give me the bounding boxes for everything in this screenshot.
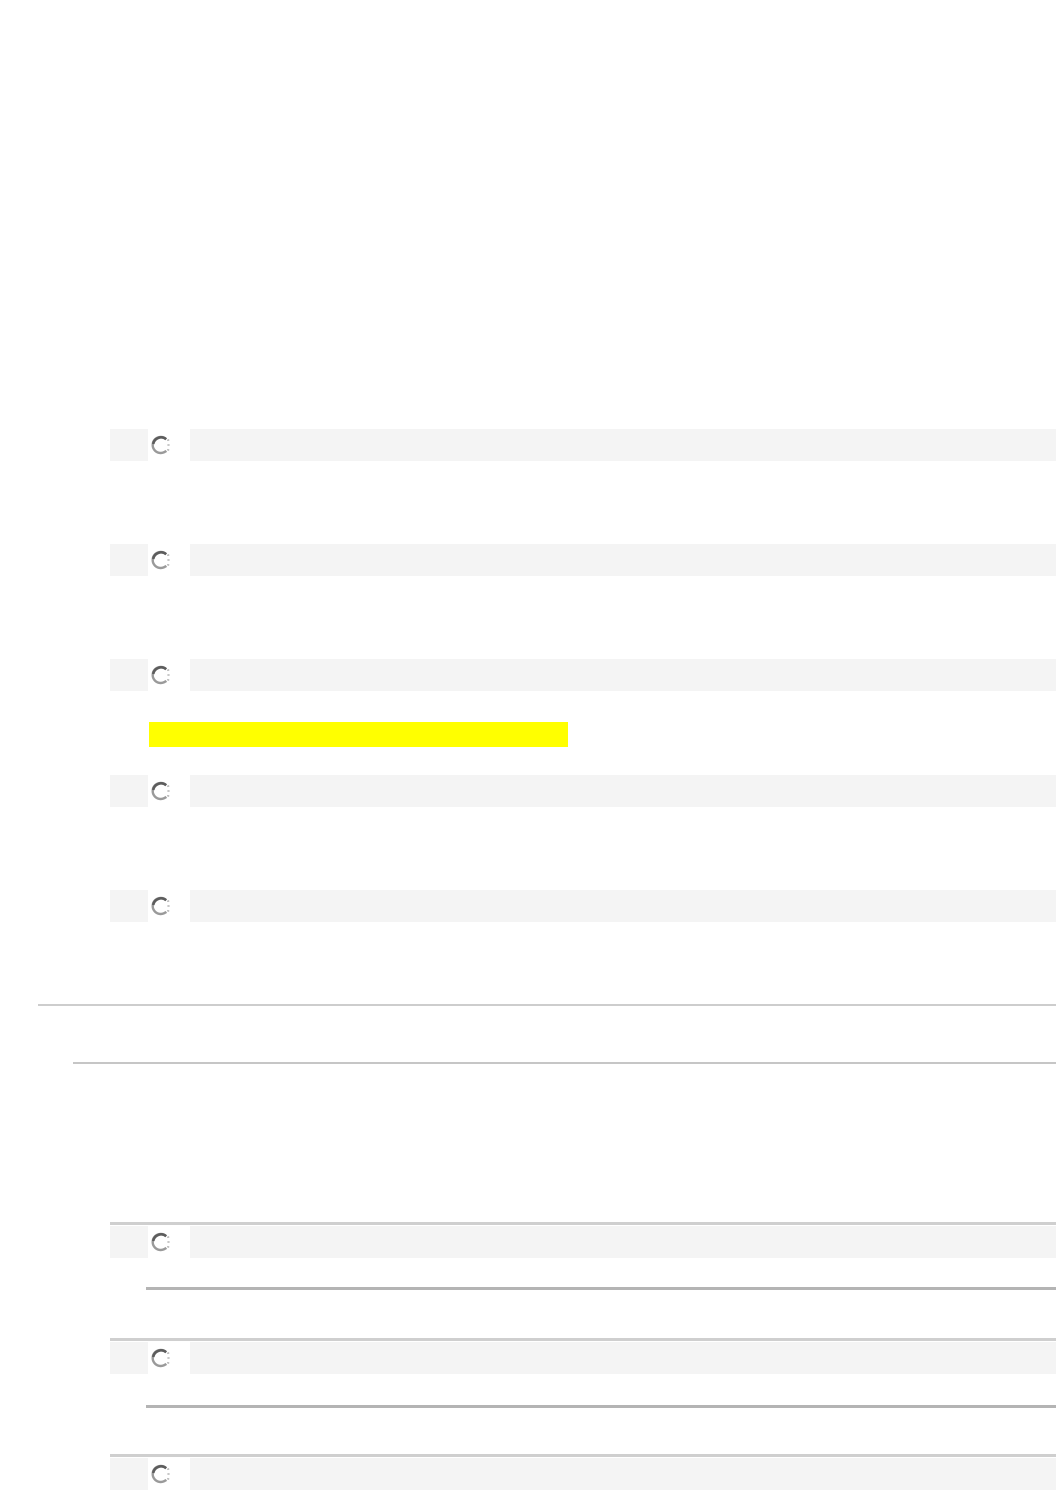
option-text-bar [190,659,1056,691]
answer-option-row[interactable] [0,1226,1056,1258]
option-text-bar [190,1226,1056,1258]
option-text-bar [190,429,1056,461]
radio-unchecked-icon[interactable] [150,1462,172,1486]
radio-unchecked-icon[interactable] [150,894,172,918]
option-text-bar [190,1342,1056,1374]
radio-unchecked-icon[interactable] [150,1346,172,1370]
option-text-bar [190,1458,1056,1490]
answer-option-row[interactable] [0,544,1056,576]
highlighted-answer-text [149,722,568,747]
answer-option-row[interactable] [0,429,1056,461]
option-label-cell [110,1458,148,1490]
option-label-cell [110,1226,148,1258]
radio-unchecked-icon[interactable] [150,779,172,803]
option-top-border [110,1222,1056,1225]
answer-divider-line [146,1405,1056,1408]
answer-option-row[interactable] [0,890,1056,922]
option-text-bar [190,890,1056,922]
radio-unchecked-icon[interactable] [150,663,172,687]
radio-unchecked-icon[interactable] [150,1230,172,1254]
option-label-cell [110,1342,148,1374]
option-label-cell [110,544,148,576]
option-label-cell [110,775,148,807]
radio-unchecked-icon[interactable] [150,548,172,572]
option-label-cell [110,890,148,922]
answer-option-row[interactable] [0,659,1056,691]
answer-divider-line [146,1287,1056,1290]
option-text-bar [190,544,1056,576]
option-text-bar [190,775,1056,807]
section-divider-rule [38,1004,1056,1006]
section-divider-rule [73,1062,1056,1064]
option-top-border [110,1338,1056,1341]
answer-option-row[interactable] [0,1458,1056,1490]
option-top-border [110,1454,1056,1457]
radio-unchecked-icon[interactable] [150,433,172,457]
answer-option-row[interactable] [0,775,1056,807]
option-label-cell [110,429,148,461]
answer-option-row[interactable] [0,1342,1056,1374]
option-label-cell [110,659,148,691]
